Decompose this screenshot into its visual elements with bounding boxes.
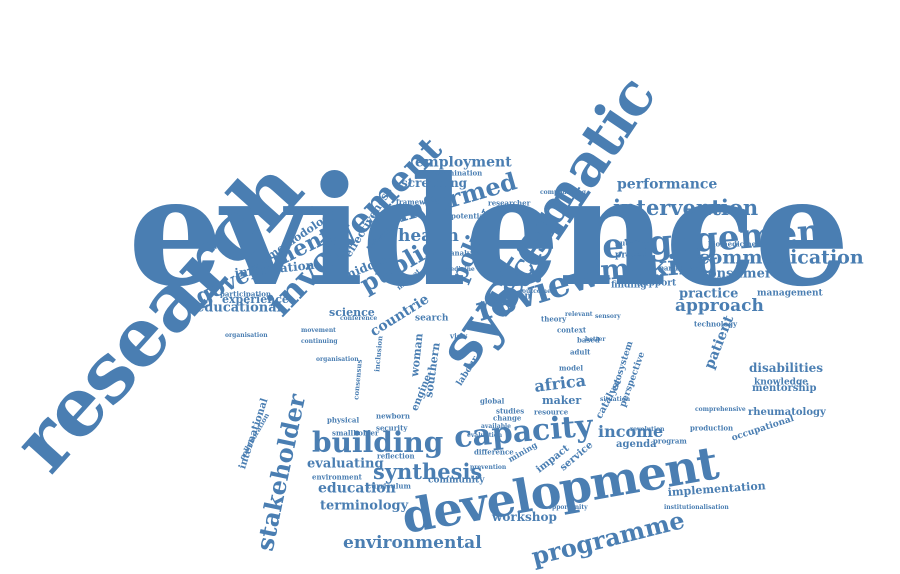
word-evaluation: evaluation — [467, 432, 503, 440]
word-environmental: environmental — [343, 533, 482, 554]
word-context: context — [557, 325, 587, 335]
word-relevant: relevant — [565, 311, 593, 319]
word-organisation: organisation — [316, 356, 359, 364]
word-participant: participant — [659, 263, 703, 273]
word-inclusion: inclusion — [372, 335, 385, 373]
word-medicine: medicine — [444, 266, 475, 274]
word-environment: environment — [312, 472, 362, 482]
word-synthesis: synthesis — [373, 458, 483, 484]
word-income: income — [598, 421, 664, 441]
word-revolution: revolution — [630, 426, 665, 434]
word-finding: finding — [611, 280, 647, 291]
word-biomedicine: biomedicine — [708, 239, 757, 249]
word-smallholder: smallholder — [332, 428, 379, 438]
word-urban: urban — [501, 291, 531, 302]
word-movement: movement — [301, 327, 336, 335]
word-difference: difference — [474, 447, 514, 457]
word-researcher: researcher — [488, 198, 531, 208]
word-analysis: analysis — [450, 248, 482, 258]
word-evidence: evidence — [128, 144, 850, 320]
word-model: model — [559, 363, 584, 373]
word-woman: woman — [408, 332, 426, 378]
word-search: search — [415, 313, 449, 324]
word-prevention: prevention — [470, 464, 507, 472]
word-knowledge: knowledge — [754, 377, 808, 388]
word-potential: potential — [451, 211, 487, 221]
word-better: better — [585, 336, 606, 344]
word-terminology: terminology — [320, 498, 409, 514]
word-based: based — [577, 335, 600, 345]
word-outcome: outcome — [522, 288, 551, 296]
word-studies: studies — [496, 406, 525, 416]
word-global: global — [480, 396, 505, 406]
word-participation: participation — [220, 289, 272, 299]
word-support: support — [637, 278, 677, 289]
word-maker: maker — [542, 393, 582, 407]
word-change: change — [493, 413, 522, 423]
word-security: security — [376, 423, 408, 433]
word-africa: africa — [533, 370, 587, 396]
word-community: community — [428, 475, 485, 486]
word-disabilities: disabilities — [749, 361, 824, 376]
word-newborn: newborn — [376, 411, 410, 421]
word-workshop: workshop — [492, 510, 557, 525]
word-compounding: compounding — [540, 189, 586, 197]
word-view: view — [450, 331, 468, 341]
word-health: health — [398, 226, 459, 247]
word-science: science — [329, 305, 375, 319]
word-dissemination: dissemination — [427, 168, 483, 178]
word-physical: physical — [327, 415, 360, 425]
word-education: education — [318, 480, 396, 497]
word-sensory: sensory — [595, 313, 621, 321]
word-nutrition: nutrition — [615, 238, 651, 248]
word-employment: employment — [415, 154, 512, 171]
word-opportunity: opportunity — [548, 504, 588, 512]
word-reflection: reflection — [377, 451, 415, 461]
word-occupational: occupational — [730, 413, 796, 444]
word-production: production — [690, 423, 734, 433]
word-resource: resource — [534, 407, 569, 417]
word-practice: practice — [679, 286, 739, 302]
word-intervention: intervention — [613, 194, 759, 220]
word-experience: experience — [222, 292, 289, 306]
word-adult: adult — [570, 347, 591, 357]
word-evaluating: evaluating — [307, 456, 384, 472]
word-approach: approach — [675, 296, 764, 317]
word-organisation: organisation — [225, 332, 268, 340]
word-mentorship: mentorship — [752, 382, 817, 394]
word-educational: educational — [196, 300, 282, 316]
word-comprehensive: comprehensive — [695, 406, 746, 414]
word-rheumatology: rheumatology — [748, 406, 826, 418]
word-continuing: continuing — [301, 338, 338, 346]
word-curriculum: curriculum — [367, 481, 411, 491]
word-communication: communication — [698, 246, 864, 269]
word-consumer: consumer — [700, 266, 772, 282]
word-consensus: consensus — [351, 359, 364, 401]
word-situation: situation — [600, 396, 631, 404]
word-project: project — [615, 250, 651, 261]
word-available: available — [481, 423, 511, 431]
word-framework: framework — [396, 197, 439, 207]
word-conference: conference — [340, 315, 378, 323]
word-theory: theory — [541, 314, 567, 324]
word-agenda: agenda — [616, 438, 657, 450]
word-building: building — [312, 426, 444, 460]
word-management: management — [757, 288, 823, 299]
word-performance: performance — [617, 176, 718, 193]
word-screening: screening — [401, 176, 468, 191]
word-technology: technology — [694, 319, 738, 329]
word-program: program — [653, 436, 687, 446]
word-institutionalisation: institutionalisation — [664, 504, 729, 512]
